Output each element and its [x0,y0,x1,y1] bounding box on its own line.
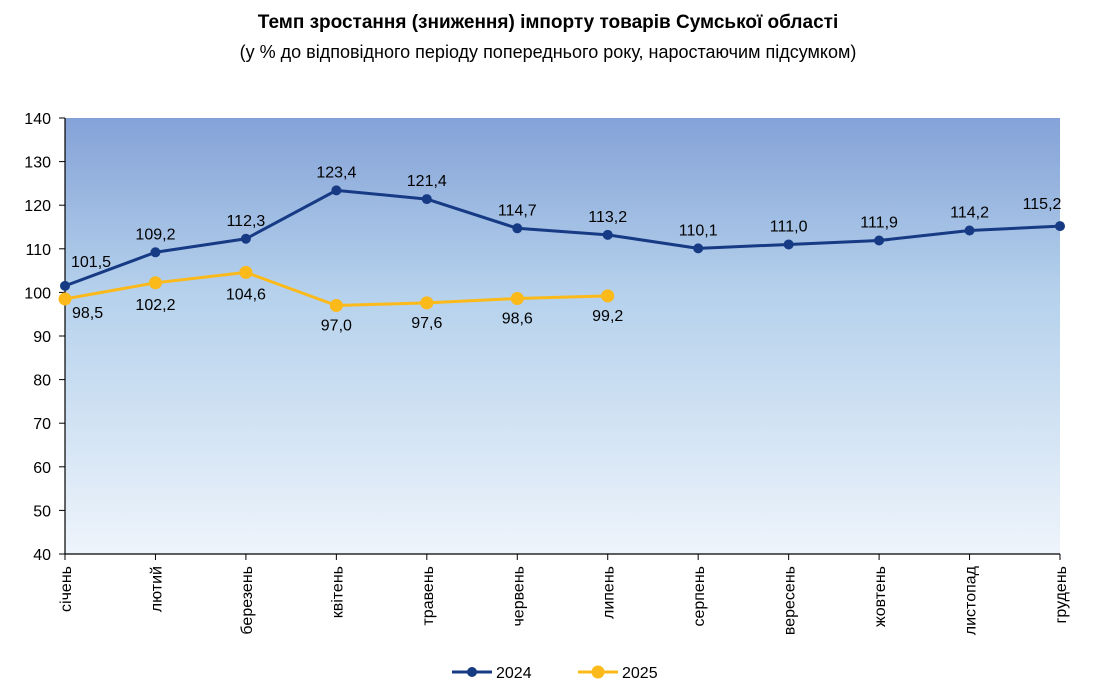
data-label-2024: 121,4 [407,173,447,190]
x-tick-label: січень [58,566,75,612]
data-label-2024: 109,2 [135,226,175,243]
data-point-2024 [1055,221,1065,232]
data-point-2024 [693,243,704,254]
x-tick-label: березень [239,566,256,635]
data-point-2024 [783,239,794,250]
legend-label-2024: 2024 [496,665,532,682]
data-point-2024 [331,185,342,196]
y-tick-label: 70 [33,416,51,433]
x-tick-label: грудень [1053,566,1070,623]
legend-label-2025: 2025 [622,665,658,682]
data-label-2024: 110,1 [679,222,718,239]
data-label-2024: 111,9 [860,215,898,232]
plot-area [65,118,1060,554]
data-label-2025: 98,6 [502,311,533,328]
y-tick-label: 90 [33,329,51,346]
x-tick-label: травень [420,566,437,626]
y-tick-label: 80 [33,373,51,390]
data-label-2024: 101,5 [71,254,111,271]
data-point-2025 [58,292,72,306]
data-label-2025: 97,6 [411,315,442,332]
y-tick-label: 100 [24,285,51,302]
data-point-2024 [60,280,70,291]
data-label-2025: 97,0 [321,317,352,334]
data-point-2024 [964,225,975,236]
data-point-2024 [240,233,251,244]
y-tick-label: 60 [33,460,51,477]
data-point-2025 [239,265,253,279]
data-label-2024: 111,0 [770,218,808,235]
data-label-2024: 115,2 [1023,196,1062,213]
data-label-2025: 98,5 [72,305,103,322]
x-tick-label: квітень [329,566,346,618]
data-point-2025 [510,292,524,306]
x-tick-label: серпень [691,566,708,627]
series-line-2024 [64,188,1061,288]
chart-title: Темп зростання (зниження) імпорту товарі… [257,12,839,33]
data-point-2025 [601,289,615,303]
x-tick-label: листопад [963,565,980,635]
data-label-2025: 99,2 [592,308,623,325]
y-tick-label: 50 [33,503,51,520]
legend-marker-2024 [467,667,477,677]
x-tick-label: лютий [148,566,165,612]
chart-subtitle: (у % до відповідного періоду попередньог… [239,42,857,62]
data-label-2024: 123,4 [316,164,356,181]
y-tick-label: 140 [24,111,51,128]
data-label-2024: 113,2 [588,209,627,226]
data-point-2024 [150,247,161,258]
y-tick-label: 120 [24,198,51,215]
data-point-2025 [420,296,434,310]
y-tick-label: 130 [24,155,51,172]
x-tick-label: липень [601,566,618,619]
y-tick-label: 110 [25,242,51,259]
data-point-2024 [421,194,432,205]
data-label-2024: 112,3 [226,213,265,230]
data-label-2024: 114,2 [950,204,989,221]
x-tick-label: жовтень [872,566,889,627]
data-label-2025: 104,6 [226,286,266,303]
data-point-2024 [602,229,613,240]
data-point-2025 [329,298,343,312]
x-tick-label: вересень [782,566,799,635]
data-label-2024: 114,7 [498,202,537,219]
x-tick-label: червень [510,566,527,627]
data-point-2024 [874,235,885,246]
legend-marker-2025 [591,665,605,679]
data-label-2025: 102,2 [135,297,175,314]
y-tick-label: 40 [33,547,51,564]
data-point-2024 [512,223,523,234]
data-point-2025 [148,276,162,290]
